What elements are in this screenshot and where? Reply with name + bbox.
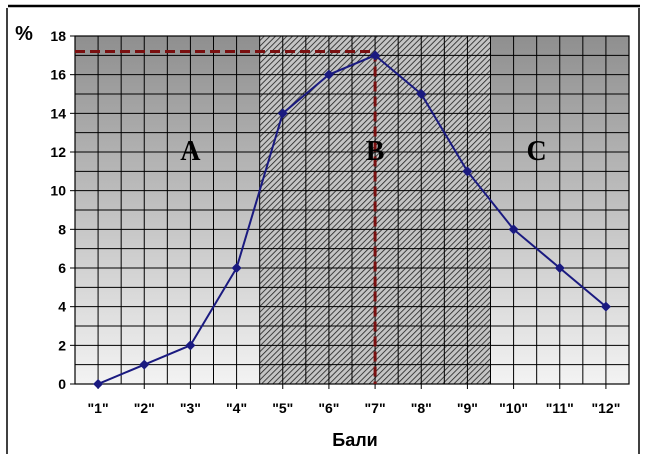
y-tick-label: 10 — [50, 183, 66, 199]
series-line — [93, 50, 611, 389]
data-point — [139, 359, 150, 370]
y-tick-label: 14 — [50, 105, 66, 121]
series-line-path — [97, 54, 607, 385]
data-point — [600, 301, 611, 312]
data-point — [416, 89, 427, 99]
region-labels: A B C — [180, 136, 546, 167]
y-tick-label: 8 — [58, 221, 66, 237]
plot-border — [74, 35, 630, 385]
data-point — [323, 69, 334, 80]
x-tick-label: "8" — [411, 400, 432, 416]
x-tick-label: "4" — [226, 400, 247, 416]
data-point — [370, 50, 381, 61]
data-point — [231, 263, 242, 273]
x-tick-label: "10" — [499, 400, 528, 416]
y-tick-label: 12 — [50, 144, 66, 160]
y-tick-label: 2 — [58, 337, 66, 353]
data-point — [462, 166, 473, 177]
y-axis-ticks: 0 2 4 6 8 10 12 14 16 18 — [50, 28, 75, 392]
data-point — [185, 340, 196, 351]
x-tick-label: "12" — [591, 400, 620, 416]
y-tick-label: 6 — [58, 260, 66, 276]
y-axis-title: % — [15, 23, 33, 45]
x-axis-title: Бали — [332, 430, 377, 450]
x-tick-label: "3" — [180, 400, 201, 416]
region-label: B — [366, 136, 385, 167]
y-tick-label: 16 — [50, 67, 66, 83]
y-tick-label: 4 — [58, 299, 66, 315]
x-axis-ticks: "1" "2" "3" "4" "5" "6" "7" "8" "9" "10" "11" "12" — [88, 384, 620, 416]
data-point — [508, 224, 519, 235]
x-tick-label: "11" — [546, 400, 574, 416]
y-tick-label: 18 — [50, 28, 66, 44]
x-tick-label: "1" — [88, 400, 109, 416]
x-tick-label: "6" — [318, 400, 339, 416]
data-point — [93, 379, 104, 389]
x-tick-label: "2" — [134, 400, 155, 416]
reference-lines — [75, 49, 377, 384]
data-point — [277, 108, 288, 119]
region-label: C — [527, 136, 547, 167]
region-label: A — [180, 136, 201, 167]
x-tick-label: "5" — [272, 400, 293, 416]
x-tick-label: "7" — [365, 400, 386, 416]
data-point — [554, 263, 565, 273]
x-tick-label: "9" — [457, 400, 478, 416]
y-tick-label: 0 — [58, 376, 66, 392]
